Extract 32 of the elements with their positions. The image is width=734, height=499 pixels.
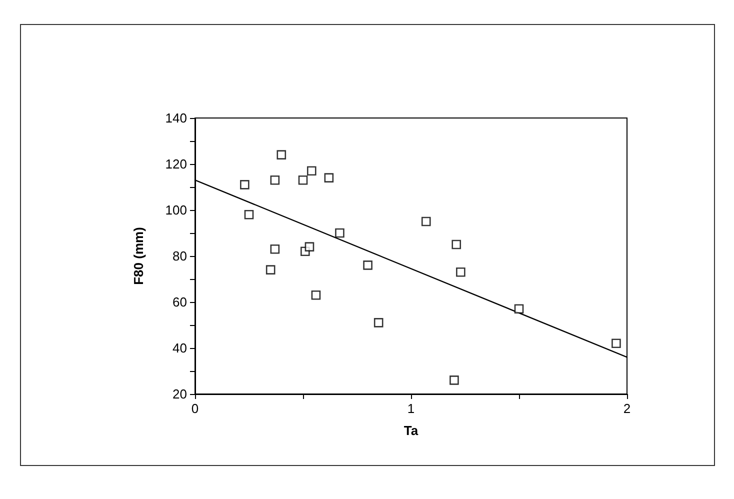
point xyxy=(324,173,334,182)
point xyxy=(304,242,314,252)
point xyxy=(363,260,372,270)
x-axis-title: Ta xyxy=(404,423,419,438)
y-axis-title: F80 (mm) xyxy=(131,227,146,285)
point xyxy=(311,290,321,300)
point xyxy=(244,210,254,220)
point xyxy=(456,267,466,277)
x-tick-label: 1 xyxy=(407,401,415,416)
point xyxy=(270,175,280,185)
point xyxy=(452,240,462,250)
point xyxy=(298,175,308,185)
x-tick-label: 2 xyxy=(623,401,631,416)
y-tick-label: 60 xyxy=(172,294,187,310)
point xyxy=(450,376,459,385)
point xyxy=(306,166,316,176)
point xyxy=(266,265,276,274)
point xyxy=(270,244,280,254)
y-tick-label: 120 xyxy=(165,156,187,172)
y-tick-label: 80 xyxy=(172,248,187,264)
point xyxy=(421,216,431,226)
point xyxy=(514,304,524,314)
y-tick-label: 40 xyxy=(172,340,187,356)
point xyxy=(240,180,250,190)
y-tick-label: 140 xyxy=(165,110,187,126)
point xyxy=(612,338,621,348)
point xyxy=(374,318,384,328)
x-tick-label: 0 xyxy=(191,401,199,416)
y-tick-label: 100 xyxy=(165,202,187,218)
point xyxy=(335,228,344,238)
y-tick-label: 20 xyxy=(172,386,187,402)
point xyxy=(276,150,286,160)
